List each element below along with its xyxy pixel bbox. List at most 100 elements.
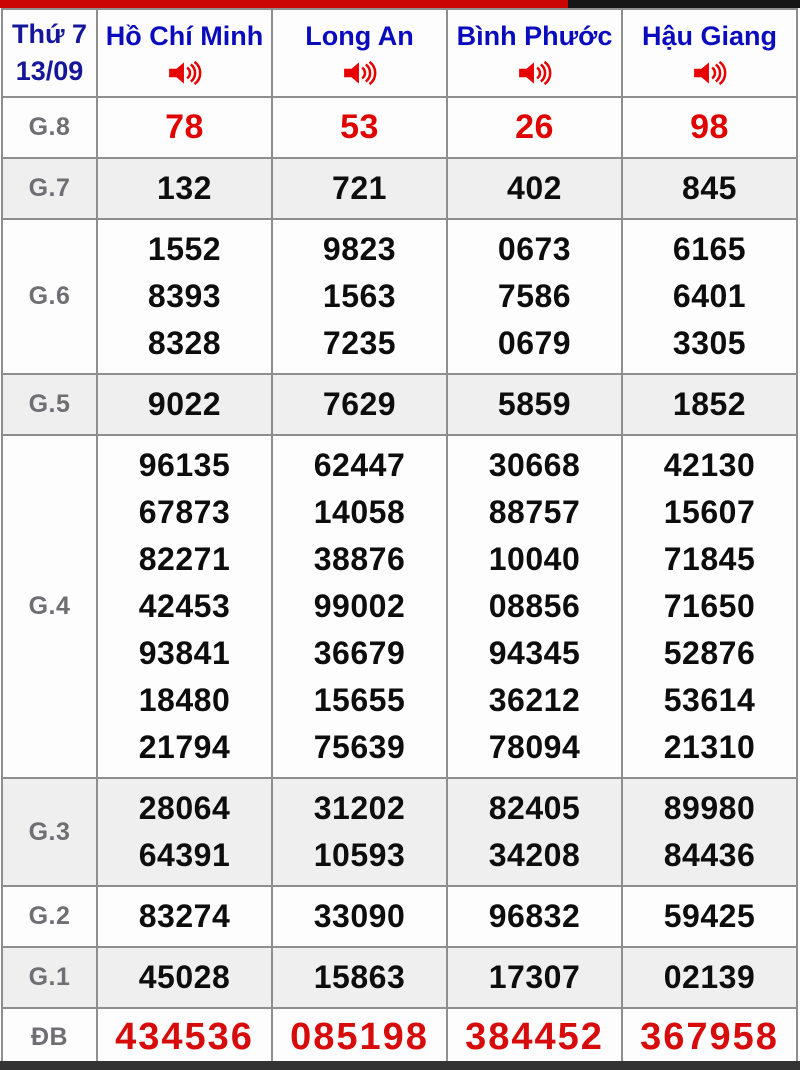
prize-number: 15863 xyxy=(313,959,406,995)
prize-label: G.6 xyxy=(1,218,98,375)
prize-number: 0673 xyxy=(497,231,572,267)
table-header-row: Thứ 7 13/09 Hồ Chí Minh Long An Bình Phước… xyxy=(1,8,798,98)
prize-numbers-cell: 9823 1563 7235 xyxy=(271,218,448,375)
prize-row: G.8 78 53 26 98 xyxy=(1,96,798,159)
prize-number: 38876 xyxy=(313,541,406,577)
prize-number: 721 xyxy=(332,170,387,206)
prize-row: G.4 96135 67873 82271 42453 93841 18480 21794 62… xyxy=(1,434,798,779)
province-name: Hậu Giang xyxy=(641,21,777,51)
prize-numbers-cell: 17307 xyxy=(446,946,623,1009)
province-name: Long An xyxy=(305,21,414,51)
prize-number: 71650 xyxy=(663,588,756,624)
prize-numbers-cell: 78 xyxy=(96,96,273,159)
prize-numbers-cell: 53 xyxy=(271,96,448,159)
prize-number: 085198 xyxy=(290,1016,429,1058)
prize-label: G.2 xyxy=(1,885,98,948)
prize-numbers-cell: 31202 10593 xyxy=(271,777,448,887)
prize-number: 6165 xyxy=(672,231,747,267)
prize-number: 53614 xyxy=(663,682,756,718)
prize-numbers-cell: 28064 64391 xyxy=(96,777,273,887)
speaker-icon[interactable] xyxy=(623,58,796,88)
prize-number: 36679 xyxy=(313,635,406,671)
prize-numbers-cell: 83274 xyxy=(96,885,273,948)
lottery-results-table: Thứ 7 13/09 Hồ Chí Minh Long An Bình Phước… xyxy=(1,8,798,1067)
prize-number: 53 xyxy=(340,108,379,146)
prize-number: 96135 xyxy=(138,447,231,483)
prize-number: 52876 xyxy=(663,635,756,671)
prize-numbers-cell: 33090 xyxy=(271,885,448,948)
province-header-cell: Hậu Giang xyxy=(621,8,798,98)
prize-numbers-cell: 721 xyxy=(271,157,448,220)
prize-row: G.6 1552 8393 8328 9823 1563 7235 0673 7586 0679 6… xyxy=(1,218,798,375)
prize-number: 62447 xyxy=(313,447,406,483)
prize-numbers-cell: 98 xyxy=(621,96,798,159)
prize-number: 434536 xyxy=(115,1016,254,1058)
province-name: Bình Phước xyxy=(456,21,613,51)
prize-number: 88757 xyxy=(488,494,581,530)
prize-number: 84436 xyxy=(663,837,756,873)
draw-date-cell: Thứ 7 13/09 xyxy=(1,8,98,98)
prize-number: 18480 xyxy=(138,682,231,718)
prize-number: 02139 xyxy=(663,959,756,995)
prize-number: 96832 xyxy=(488,898,581,934)
top-banner-red-segment xyxy=(0,0,568,8)
prize-numbers-cell: 1852 xyxy=(621,373,798,436)
prize-numbers-cell: 434536 xyxy=(96,1007,273,1067)
prize-row: ĐB 434536 085198 384452 367958 xyxy=(1,1007,798,1067)
top-banner xyxy=(0,0,800,8)
prize-number: 21794 xyxy=(138,729,231,765)
prize-numbers-cell: 367958 xyxy=(621,1007,798,1067)
province-header-cell: Hồ Chí Minh xyxy=(96,8,273,98)
prize-numbers-cell: 42130 15607 71845 71650 52876 53614 21310 xyxy=(621,434,798,779)
draw-date: 13/09 xyxy=(15,56,84,86)
prize-numbers-cell: 96832 xyxy=(446,885,623,948)
speaker-icon[interactable] xyxy=(448,58,621,88)
prize-label: G.4 xyxy=(1,434,98,779)
province-header-cell: Long An xyxy=(271,8,448,98)
prize-number: 98 xyxy=(690,108,729,146)
prize-label: G.3 xyxy=(1,777,98,887)
prize-number: 6401 xyxy=(672,278,747,314)
prize-number: 9823 xyxy=(322,231,397,267)
prize-numbers-cell: 0673 7586 0679 xyxy=(446,218,623,375)
prize-number: 384452 xyxy=(465,1016,604,1058)
prize-number: 99002 xyxy=(313,588,406,624)
prize-number: 28064 xyxy=(138,790,231,826)
prize-number: 78094 xyxy=(488,729,581,765)
province-name: Hồ Chí Minh xyxy=(105,21,264,51)
prize-number: 31202 xyxy=(313,790,406,826)
draw-day: Thứ 7 xyxy=(11,19,88,49)
prize-number: 367958 xyxy=(640,1016,779,1058)
prize-numbers-cell: 89980 84436 xyxy=(621,777,798,887)
prize-numbers-cell: 5859 xyxy=(446,373,623,436)
prize-numbers-cell: 402 xyxy=(446,157,623,220)
prize-number: 14058 xyxy=(313,494,406,530)
prize-label: G.1 xyxy=(1,946,98,1009)
prize-number: 7235 xyxy=(322,325,397,361)
prize-row: G.1 45028 15863 17307 02139 xyxy=(1,946,798,1009)
prize-number: 82271 xyxy=(138,541,231,577)
prize-number: 93841 xyxy=(138,635,231,671)
prize-numbers-cell: 15863 xyxy=(271,946,448,1009)
prize-row: G.7 132 721 402 845 xyxy=(1,157,798,220)
prize-numbers-cell: 62447 14058 38876 99002 36679 15655 75639 xyxy=(271,434,448,779)
prize-number: 71845 xyxy=(663,541,756,577)
prize-number: 10593 xyxy=(313,837,406,873)
prize-number: 42130 xyxy=(663,447,756,483)
prize-numbers-cell: 96135 67873 82271 42453 93841 18480 21794 xyxy=(96,434,273,779)
prize-numbers-cell: 9022 xyxy=(96,373,273,436)
prize-number: 10040 xyxy=(488,541,581,577)
prize-label: G.8 xyxy=(1,96,98,159)
prize-numbers-cell: 1552 8393 8328 xyxy=(96,218,273,375)
prize-numbers-cell: 82405 34208 xyxy=(446,777,623,887)
prize-number: 30668 xyxy=(488,447,581,483)
prize-number: 9022 xyxy=(147,386,222,422)
speaker-icon[interactable] xyxy=(98,58,271,88)
prize-number: 3305 xyxy=(672,325,747,361)
speaker-icon[interactable] xyxy=(273,58,446,88)
prize-number: 67873 xyxy=(138,494,231,530)
prize-number: 1563 xyxy=(322,278,397,314)
prize-numbers-cell: 59425 xyxy=(621,885,798,948)
prize-number: 17307 xyxy=(488,959,581,995)
prize-row: G.2 83274 33090 96832 59425 xyxy=(1,885,798,948)
